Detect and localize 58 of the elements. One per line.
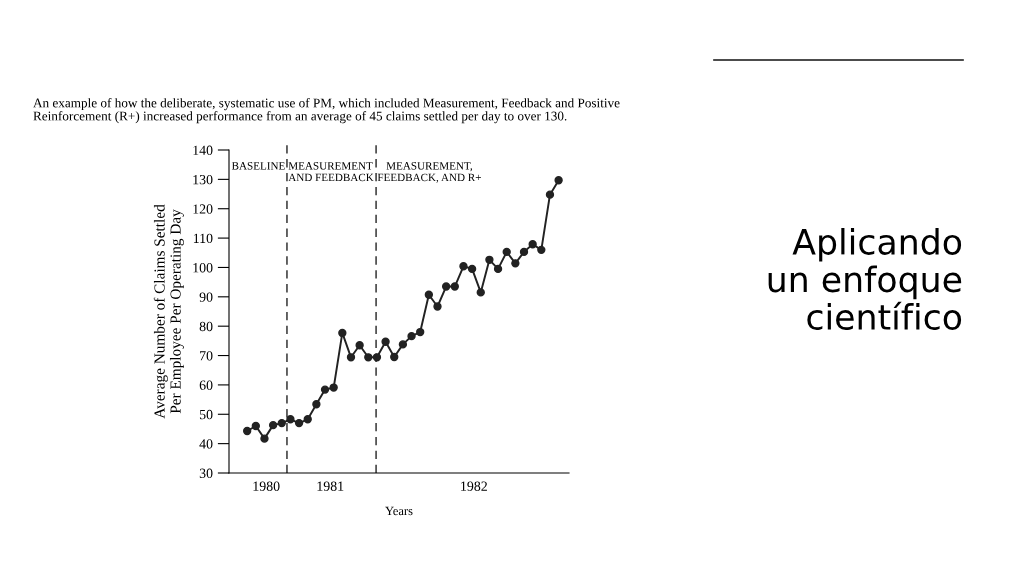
- point: [312, 400, 321, 409]
- y-tick-label: 90: [199, 292, 213, 302]
- point: [346, 353, 356, 362]
- text: 1980: [253, 481, 280, 491]
- annotation: MEASUREMENT AND FEEDBACK: [288, 162, 374, 182]
- point: [243, 426, 252, 436]
- point: [493, 264, 503, 274]
- point: [424, 290, 434, 299]
- point: [355, 341, 364, 350]
- point: [277, 418, 286, 428]
- y-tick-label: 40: [199, 439, 213, 449]
- point: [251, 421, 260, 431]
- y-tick-label: 80: [199, 321, 213, 332]
- y-tick-label: 110: [193, 233, 213, 244]
- point: [450, 282, 459, 291]
- text: 1982: [461, 481, 487, 491]
- point: [511, 259, 520, 268]
- y-tick-label: 50: [199, 409, 213, 420]
- y-axis-title: Average Number of Claims Settled Per Employee Per Operating Day: [153, 204, 184, 419]
- y-tick-label: 120: [193, 204, 213, 214]
- y-tick-label: 100: [193, 263, 213, 273]
- point: [398, 340, 408, 349]
- point: [476, 288, 485, 297]
- annotation: BASELINE: [231, 162, 285, 170]
- point: [554, 176, 563, 185]
- point: [320, 385, 330, 394]
- point: [338, 328, 347, 338]
- point: [433, 302, 442, 311]
- y-tick-label: 30: [199, 468, 213, 478]
- text: Aplicando un enfoque científico: [768, 228, 962, 330]
- point: [537, 245, 546, 255]
- point: [467, 264, 477, 274]
- x-axis-title: Years: [385, 506, 413, 516]
- point: [485, 255, 494, 264]
- point: [441, 282, 451, 291]
- point: [294, 418, 304, 428]
- point: [286, 415, 295, 424]
- point: [502, 247, 511, 257]
- point: [545, 190, 555, 199]
- point: [381, 337, 390, 346]
- point: [303, 415, 312, 424]
- point: [519, 247, 529, 257]
- y-tick-label: 130: [193, 174, 213, 185]
- point: [364, 353, 373, 362]
- chart-title: An example of how the deliberate, systematic use of PM, which included Measurement, Feedback and Positive Reinforcement (R+) increased performance from an average of 45 claims settled per day to over 130.: [33, 98, 620, 124]
- point: [329, 383, 338, 392]
- point: [407, 331, 416, 341]
- point: [416, 327, 425, 337]
- y-tick-label: 140: [193, 145, 213, 155]
- point: [260, 434, 269, 443]
- y-tick-label: 60: [199, 380, 213, 390]
- point: [390, 352, 399, 362]
- point: [459, 262, 468, 271]
- annotation: MEASUREMENT, FEEDBACK, AND R+: [377, 162, 481, 183]
- point: [268, 420, 278, 430]
- y-tick-label: 70: [200, 351, 213, 361]
- point: [528, 240, 537, 249]
- text: 1981: [317, 481, 344, 491]
